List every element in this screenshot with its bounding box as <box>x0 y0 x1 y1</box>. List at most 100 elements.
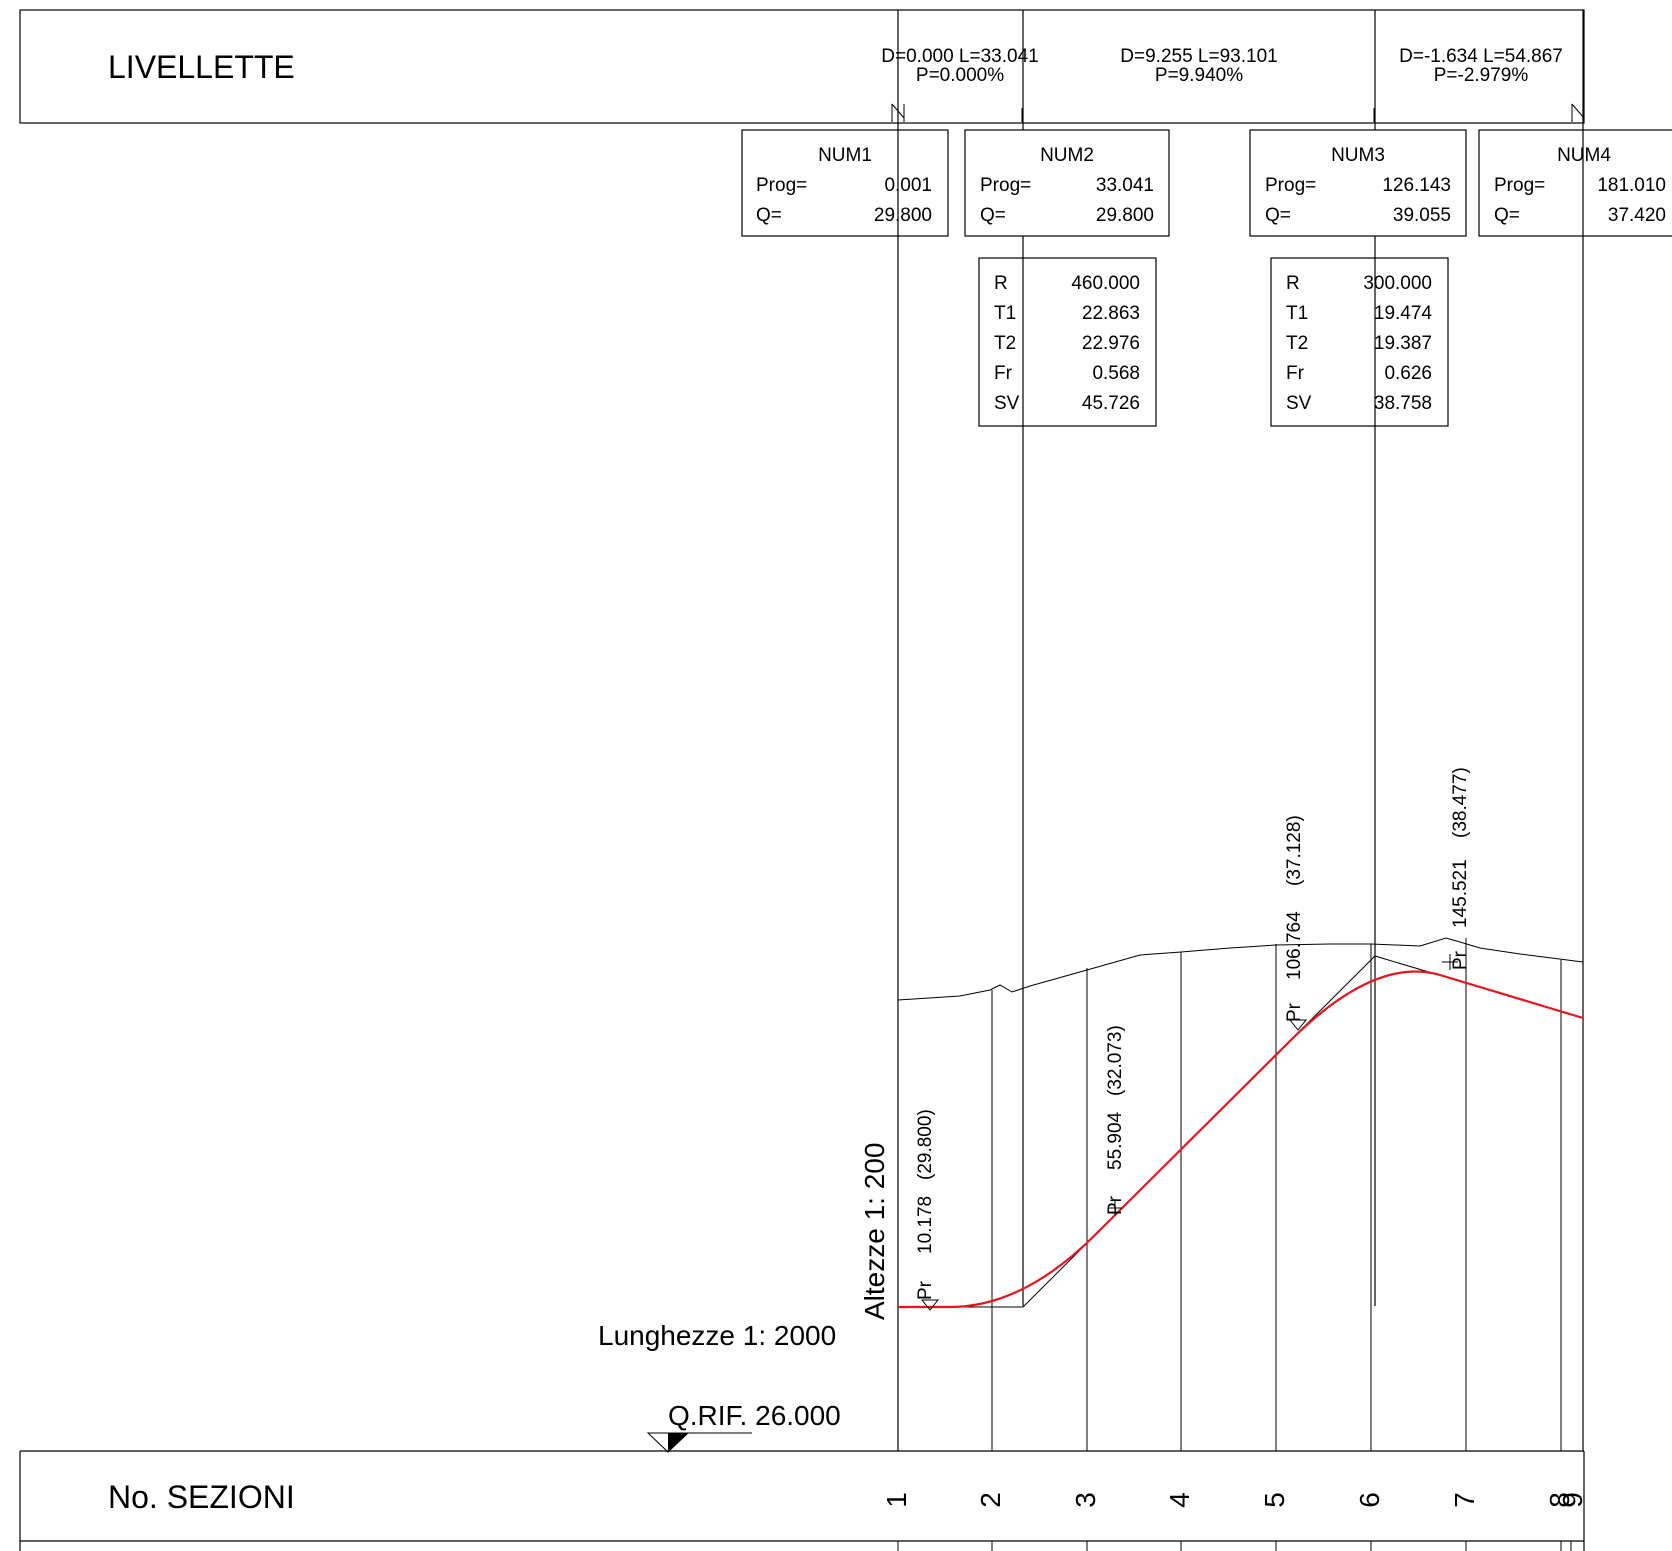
curve-param-label: T1 <box>1286 303 1308 324</box>
q-value: 29.800 <box>1096 205 1154 226</box>
reference-triangle-fill-icon <box>668 1433 688 1452</box>
livellette-title: LIVELLETTE <box>108 49 295 85</box>
terrain-line <box>897 937 1584 1001</box>
curve-param-value: 19.387 <box>1374 333 1432 354</box>
vertex-name: NUM3 <box>1331 145 1385 166</box>
tangent-polygon <box>898 955 1584 1308</box>
prog-label: Prog= <box>1265 175 1316 196</box>
q-label: Q= <box>980 205 1006 226</box>
section-number: 5 <box>1259 1492 1290 1508</box>
vertex-name: NUM2 <box>1040 145 1094 166</box>
grade-segment-2-dl: D=9.255 L=93.101 <box>1120 46 1277 67</box>
pr-tag: Pr <box>1450 950 1471 970</box>
curve-param-value: 22.976 <box>1082 333 1140 354</box>
pr-marker-icon <box>920 1299 940 1311</box>
section-number: 9 <box>1557 1492 1588 1508</box>
section-ticks <box>897 1541 1572 1551</box>
curve-param-value: 300.000 <box>1363 273 1432 294</box>
section-number: 2 <box>975 1492 1006 1508</box>
prog-value: 0.001 <box>884 175 932 196</box>
curve-param-value: 38.758 <box>1374 393 1432 414</box>
pr-prog: 10.178 <box>915 1196 936 1254</box>
q-value: 37.420 <box>1608 205 1666 226</box>
prog-label: Prog= <box>1494 175 1545 196</box>
profile-point-1: Pr 10.178 (29.800) <box>915 1109 940 1311</box>
prog-label: Prog= <box>980 175 1031 196</box>
curve-box-2: R 300.000 T1 19.474 T2 19.387 Fr 0.626 SV 38.758 <box>1270 257 1449 427</box>
section-number: 7 <box>1449 1492 1480 1508</box>
section-number: 3 <box>1070 1492 1101 1508</box>
vertex-box-num2: NUM2 Prog= 33.041 Q= 29.800 <box>964 129 1170 237</box>
grade-segment-3-p: P=-2.979% <box>1434 65 1529 86</box>
prog-value: 33.041 <box>1096 175 1154 196</box>
q-label: Q= <box>1494 205 1520 226</box>
q-value: 39.055 <box>1393 205 1451 226</box>
design-grade-line <box>898 970 1584 1309</box>
curve-param-label: SV <box>1286 393 1312 414</box>
lengths-scale-label: Lunghezze 1: 2000 <box>598 1320 836 1351</box>
heights-scale-label: Altezze 1: 200 <box>859 1143 890 1320</box>
prog-label: Prog= <box>756 175 807 196</box>
profile-area: Pr 10.178 (29.800) Pr 55.904 (32.073) Pr… <box>897 767 1584 1451</box>
section-lines <box>991 938 1562 1451</box>
curve-param-label: R <box>1286 273 1300 294</box>
curve-param-label: Fr <box>1286 363 1305 384</box>
q-label: Q= <box>1265 205 1291 226</box>
curve-box-1: R 460.000 T1 22.863 T2 22.976 Fr 0.568 SV 45.726 <box>978 257 1157 427</box>
profile-point-4: Pr 145.521 (38.477) <box>1442 767 1471 970</box>
curve-param-label: R <box>994 273 1008 294</box>
section-number: 1 <box>881 1492 912 1508</box>
pr-quota: (37.128) <box>1284 815 1305 886</box>
pr-prog: 145.521 <box>1450 859 1471 928</box>
vertex-name: NUM4 <box>1557 145 1611 166</box>
pr-marker-icon <box>1288 1019 1308 1031</box>
reference-level: Q.RIF. 26.000 <box>646 1400 841 1453</box>
pr-quota: (29.800) <box>915 1109 936 1180</box>
sections-band: No. SEZIONI 1 2 3 4 5 6 7 89 <box>19 1450 1588 1551</box>
curve-param-value: 45.726 <box>1082 393 1140 414</box>
pr-marker-icon <box>1442 954 1458 970</box>
curve-param-value: 19.474 <box>1374 303 1433 324</box>
sections-title: No. SEZIONI <box>108 1479 295 1515</box>
pr-tag: Pr <box>1284 1002 1305 1022</box>
curve-param-label: Fr <box>994 363 1013 384</box>
grade-segment-1-dl: D=0.000 L=33.041 <box>881 46 1038 67</box>
curve-param-value: 460.000 <box>1071 273 1140 294</box>
grade-segment-2-p: P=9.940% <box>1155 65 1243 86</box>
pr-marker-icon <box>1108 1201 1122 1215</box>
livellette-frame <box>19 9 1585 124</box>
vertex-ticks <box>1021 108 1375 122</box>
section-number: 4 <box>1164 1492 1195 1508</box>
profile-point-2: Pr 55.904 (32.073) <box>1105 1025 1126 1215</box>
grade-segment-3-dl: D=-1.634 L=54.867 <box>1399 46 1563 67</box>
grade-segment-1-p: P=0.000% <box>916 65 1004 86</box>
end-marker-icon <box>1571 103 1585 122</box>
curve-param-label: T2 <box>994 333 1016 354</box>
curve-param-label: T2 <box>1286 333 1308 354</box>
curve-param-label: SV <box>994 393 1020 414</box>
grade-segment-2: D=9.255 L=93.101 P=9.940% <box>1120 46 1277 86</box>
pr-quota: (38.477) <box>1450 767 1471 838</box>
section-number: 8 <box>1544 1492 1575 1508</box>
curve-param-value: 0.568 <box>1092 363 1140 384</box>
pr-quota: (32.073) <box>1105 1025 1126 1096</box>
section-number: 6 <box>1354 1492 1385 1508</box>
prog-value: 126.143 <box>1382 175 1451 196</box>
profile-point-3: Pr 106.764 (37.128) <box>1284 815 1308 1031</box>
grade-segment-1: D=0.000 L=33.041 P=0.000% <box>881 46 1038 86</box>
pr-prog: 106.764 <box>1284 911 1305 980</box>
vertex-box-num4: NUM4 Prog= 181.010 Q= 37.420 <box>1478 129 1672 237</box>
pr-tag: Pr <box>915 1280 936 1300</box>
curve-param-value: 22.863 <box>1082 303 1140 324</box>
pr-prog: 55.904 <box>1105 1111 1126 1170</box>
grade-segment-3: D=-1.634 L=54.867 P=-2.979% <box>1399 46 1563 86</box>
curve-param-label: T1 <box>994 303 1016 324</box>
q-label: Q= <box>756 205 782 226</box>
vertex-box-num1: NUM1 Prog= 0.001 Q= 29.800 <box>741 129 949 237</box>
q-value: 29.800 <box>874 205 932 226</box>
livellette-band: LIVELLETTE D=0.000 L=33.041 P=0.000% D=9… <box>19 9 1585 124</box>
prog-value: 181.010 <box>1597 175 1666 196</box>
curve-param-value: 0.626 <box>1384 363 1432 384</box>
reference-level-label: Q.RIF. 26.000 <box>668 1400 841 1431</box>
